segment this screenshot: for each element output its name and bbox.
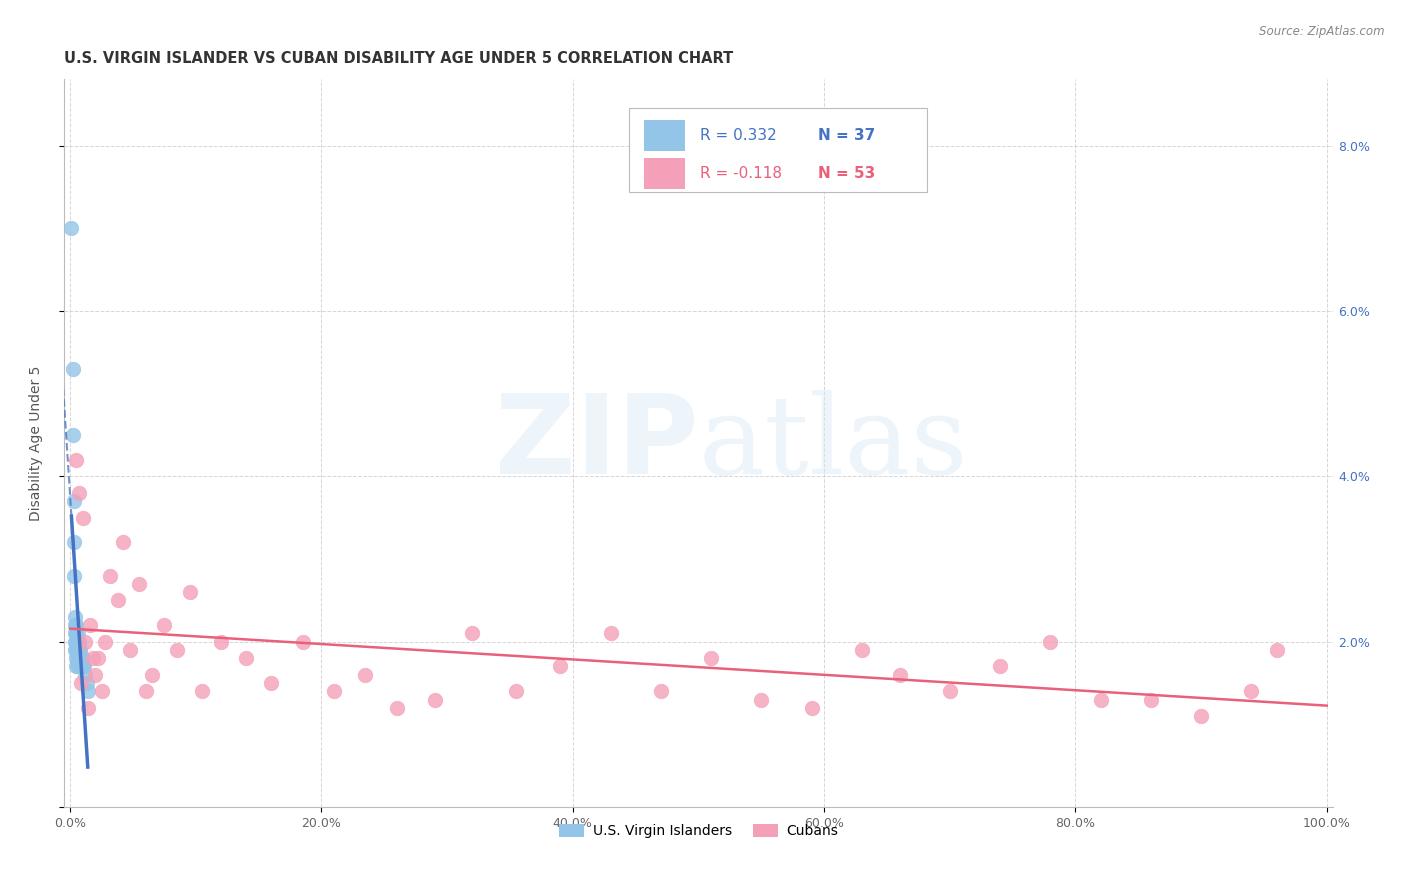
Text: R = 0.332: R = 0.332 (700, 128, 776, 143)
Point (1140, 692, 1163, 706)
Point (749, 692, 772, 706)
Point (63, 568, 86, 582)
Point (72, 651, 94, 665)
Point (76, 701, 98, 715)
Point (62, 428, 84, 442)
Text: U.S. VIRGIN ISLANDER VS CUBAN DISABILITY AGE UNDER 5 CORRELATION CHART: U.S. VIRGIN ISLANDER VS CUBAN DISABILITY… (63, 51, 733, 66)
Point (90, 684, 112, 698)
Point (65, 634, 87, 648)
Text: ZIP: ZIP (495, 390, 699, 497)
Point (73, 659, 96, 673)
Point (209, 634, 232, 648)
Point (69, 659, 91, 673)
Point (63, 494, 86, 508)
Point (72, 510, 94, 524)
Point (166, 643, 188, 657)
Point (75, 667, 97, 681)
Point (65, 643, 87, 657)
Text: N = 37: N = 37 (818, 128, 875, 143)
Point (65, 651, 87, 665)
Point (66, 643, 89, 657)
Point (76, 676, 98, 690)
Point (423, 692, 446, 706)
Legend: U.S. Virgin Islanders, Cubans: U.S. Virgin Islanders, Cubans (554, 819, 844, 844)
Point (87, 651, 110, 665)
Point (62, 361, 84, 376)
Point (70, 651, 93, 665)
Point (179, 585, 201, 599)
Point (67, 485, 90, 500)
Point (505, 684, 527, 698)
Point (120, 643, 142, 657)
Point (153, 618, 176, 632)
Point (79, 618, 101, 632)
Point (63, 643, 86, 657)
Point (1265, 643, 1288, 657)
Point (94, 634, 117, 648)
Point (650, 684, 672, 698)
Point (107, 593, 129, 607)
FancyBboxPatch shape (644, 159, 685, 189)
Point (461, 626, 484, 640)
Point (63, 610, 86, 624)
Point (1240, 684, 1263, 698)
Point (65, 626, 87, 640)
Point (67, 659, 90, 673)
Point (800, 701, 823, 715)
Text: Source: ZipAtlas.com: Source: ZipAtlas.com (1260, 25, 1385, 38)
Text: atlas: atlas (699, 390, 969, 497)
Point (65, 659, 87, 673)
Point (67, 634, 90, 648)
Point (84, 667, 107, 681)
Point (66, 659, 89, 673)
Point (63, 618, 86, 632)
Point (128, 576, 150, 591)
Point (70, 659, 93, 673)
Point (69, 651, 91, 665)
Point (354, 667, 377, 681)
Point (70, 676, 93, 690)
Point (889, 667, 911, 681)
Point (67, 651, 90, 665)
Point (111, 535, 134, 549)
Point (385, 701, 408, 715)
Point (60, 221, 83, 235)
Point (63, 626, 86, 640)
Point (1189, 709, 1212, 723)
Point (548, 659, 571, 673)
FancyBboxPatch shape (628, 109, 927, 192)
Point (72, 659, 94, 673)
Point (75, 634, 97, 648)
Point (66, 626, 89, 640)
Point (260, 676, 283, 690)
Point (939, 684, 962, 698)
Point (291, 634, 314, 648)
Point (323, 684, 346, 698)
Point (63, 634, 86, 648)
Point (1090, 692, 1112, 706)
Point (82, 651, 104, 665)
Y-axis label: Disability Age Under 5: Disability Age Under 5 (30, 366, 44, 521)
Point (65, 452, 87, 467)
Point (988, 659, 1011, 673)
Point (100, 568, 122, 582)
Point (76, 684, 98, 698)
Point (235, 651, 257, 665)
Point (63, 535, 86, 549)
Point (67, 643, 90, 657)
Point (191, 684, 214, 698)
Point (66, 634, 89, 648)
Point (65, 618, 87, 632)
Point (851, 643, 873, 657)
Text: N = 53: N = 53 (818, 166, 875, 181)
Point (69, 643, 91, 657)
Text: R = -0.118: R = -0.118 (700, 166, 782, 181)
Point (1039, 634, 1062, 648)
Point (141, 667, 163, 681)
Point (599, 626, 621, 640)
Point (135, 684, 157, 698)
Point (66, 651, 89, 665)
Point (700, 651, 723, 665)
FancyBboxPatch shape (644, 120, 685, 151)
